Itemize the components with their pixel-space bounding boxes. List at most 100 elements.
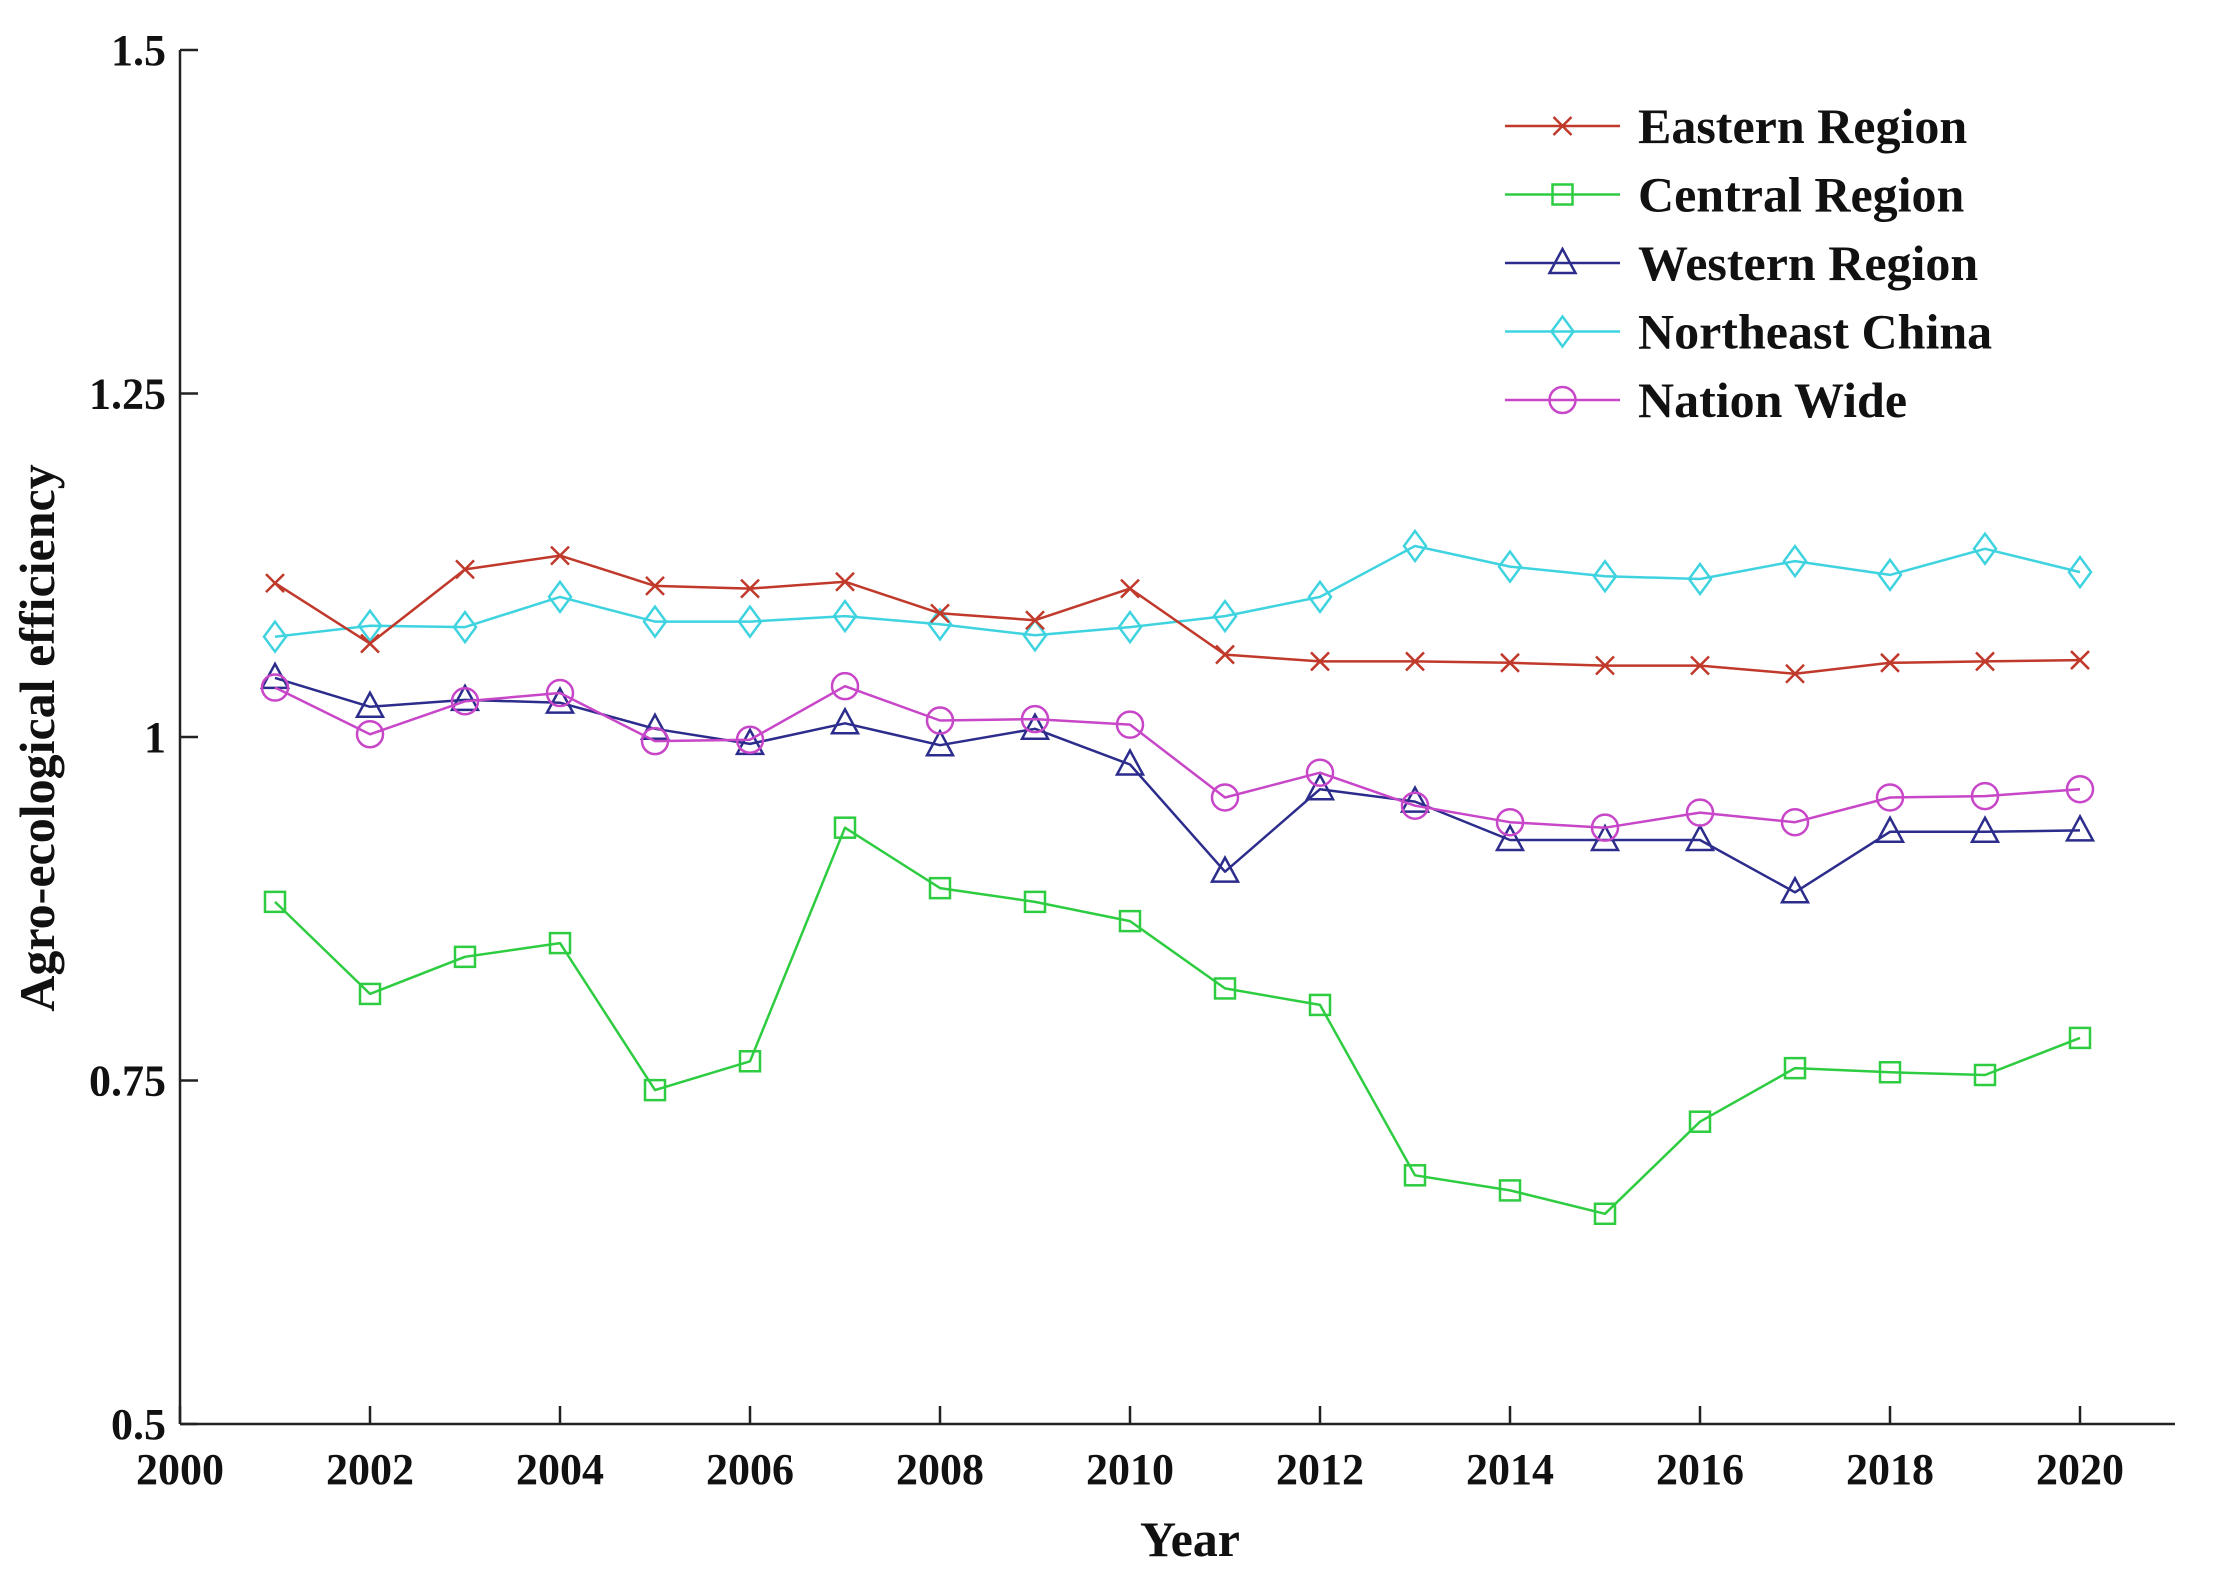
square-marker xyxy=(1783,1056,1807,1080)
x-marker xyxy=(645,575,665,596)
series-line-nation-wide xyxy=(274,684,2081,829)
triangle-marker xyxy=(259,661,291,690)
legend-item-central-region: Central Region xyxy=(1505,167,1965,223)
x-marker xyxy=(2070,650,2090,670)
diamond-marker xyxy=(737,604,763,639)
diamond-marker xyxy=(452,609,478,645)
x-marker xyxy=(1975,651,1995,672)
triangle-marker xyxy=(1019,712,1051,741)
square-marker xyxy=(1023,890,1047,914)
x-tick-label: 2018 xyxy=(1846,1445,1934,1494)
y-tick-label: 0.75 xyxy=(89,1057,166,1106)
square-marker xyxy=(643,1078,667,1102)
square-marker xyxy=(1973,1063,1997,1087)
legend-item-eastern-region: Eastern Region xyxy=(1505,98,1967,154)
legend-label: Central Region xyxy=(1638,167,1965,223)
triangle-marker xyxy=(924,728,956,757)
x-marker xyxy=(265,573,285,593)
diamond-marker xyxy=(1117,609,1143,645)
circle-marker xyxy=(1875,783,1905,812)
x-marker xyxy=(1552,116,1573,136)
triangle-marker xyxy=(1399,784,1431,813)
triangle-marker xyxy=(2064,813,2096,842)
x-marker xyxy=(1690,655,1710,676)
diamond-marker xyxy=(1877,557,1903,592)
legend-label: Western Region xyxy=(1638,235,1978,291)
y-axis-title: Agro-ecological efficiency xyxy=(9,464,65,1011)
circle-marker xyxy=(450,687,480,716)
legend-item-northeast-china: Northeast China xyxy=(1505,304,1992,360)
diamond-marker xyxy=(1022,618,1048,653)
legend-item-nation-wide: Nation Wide xyxy=(1505,372,1907,428)
diamond-marker xyxy=(1402,528,1428,564)
x-axis-title: Year xyxy=(1140,1511,1240,1567)
triangle-marker xyxy=(544,686,576,714)
x-marker xyxy=(1405,651,1425,672)
legend-item-western-region: Western Region xyxy=(1505,235,1978,291)
series-line-western-region xyxy=(274,676,2081,894)
circle-marker xyxy=(355,720,385,749)
x-marker xyxy=(1025,610,1045,631)
triangle-marker xyxy=(354,690,386,719)
circle-marker xyxy=(925,706,955,735)
diamond-marker xyxy=(2067,555,2093,590)
x-tick-label: 2000 xyxy=(136,1445,224,1494)
legend-label: Eastern Region xyxy=(1638,98,1967,154)
legend: Eastern Region Central Region Western Regi… xyxy=(1505,98,1992,428)
x-tick-label: 2002 xyxy=(326,1445,414,1494)
diamond-marker xyxy=(262,619,288,654)
x-marker xyxy=(1785,663,1805,684)
circle-marker xyxy=(640,726,670,756)
circle-marker xyxy=(2065,774,2095,804)
series-layer xyxy=(259,528,2096,1226)
legend-label: Northeast China xyxy=(1638,304,1992,360)
x-marker xyxy=(360,633,380,654)
x-marker xyxy=(930,603,950,624)
circle-marker xyxy=(545,678,575,708)
triangle-marker xyxy=(1209,855,1241,883)
diamond-marker xyxy=(1497,549,1523,584)
y-tick-label: 0.5 xyxy=(111,1400,166,1449)
diamond-marker xyxy=(357,608,383,643)
diamond-marker xyxy=(1972,531,1998,566)
circle-marker xyxy=(1970,781,2000,811)
square-marker xyxy=(1551,183,1574,206)
series-central-region xyxy=(263,816,2092,1226)
circle-marker xyxy=(1400,791,1430,820)
circle-marker xyxy=(1548,385,1577,415)
circle-marker xyxy=(1590,813,1620,842)
x-tick-label: 2020 xyxy=(2036,1445,2124,1494)
square-marker xyxy=(2068,1026,2092,1050)
y-tick-label: 1.25 xyxy=(89,370,166,419)
circle-marker xyxy=(1685,798,1715,827)
y-tick-label: 1 xyxy=(144,713,166,762)
x-marker xyxy=(1310,651,1330,672)
diamond-marker xyxy=(547,579,573,614)
square-marker xyxy=(1593,1202,1617,1226)
triangle-marker xyxy=(829,706,861,735)
square-marker xyxy=(1878,1061,1902,1084)
series-eastern-region xyxy=(265,545,2090,684)
square-marker xyxy=(1688,1110,1712,1133)
square-marker xyxy=(453,945,477,969)
diamond-marker xyxy=(1782,544,1808,579)
circle-marker xyxy=(1210,783,1240,812)
diamond-marker xyxy=(1307,579,1333,614)
x-marker xyxy=(1500,652,1520,673)
square-marker xyxy=(928,876,952,900)
legend-label: Nation Wide xyxy=(1638,372,1907,428)
x-tick-label: 2008 xyxy=(896,1445,984,1494)
triangle-marker xyxy=(449,683,481,712)
triangle-marker xyxy=(1547,246,1578,275)
circle-marker xyxy=(1780,807,1810,837)
circle-marker xyxy=(830,671,860,701)
x-marker xyxy=(550,545,570,566)
y-tick-label: 1.5 xyxy=(111,26,166,75)
series-northeast-china xyxy=(262,528,2093,654)
triangle-marker xyxy=(1779,875,1811,904)
series-line-eastern-region xyxy=(274,554,2081,676)
diamond-marker xyxy=(832,598,858,634)
triangle-marker xyxy=(1114,747,1146,776)
circle-marker xyxy=(1020,704,1050,734)
triangle-marker xyxy=(1874,815,1906,844)
